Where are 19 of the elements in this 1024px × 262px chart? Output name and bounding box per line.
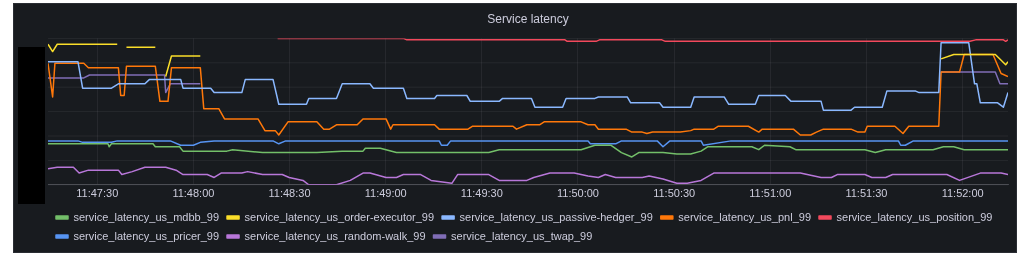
x-tick-label: 11:50:00 — [556, 187, 599, 200]
legend-label: service_latency_us_pricer_99 — [73, 229, 220, 242]
legend-label: service_latency_us_position_99 — [836, 210, 993, 223]
x-tick-label: 11:48:00 — [172, 187, 215, 200]
legend-label: service_latency_us_mdbb_99 — [73, 210, 220, 223]
x-tick-label: 11:49:00 — [364, 187, 407, 200]
x-tick-label: 11:52:00 — [941, 187, 984, 200]
x-tick-label: 11:48:30 — [268, 187, 311, 200]
legend-label: service_latency_us_passive-hedger_99 — [459, 210, 653, 223]
legend-label: service_latency_us_twap_99 — [451, 229, 593, 242]
x-tick-label: 11:51:30 — [845, 187, 888, 200]
x-tick-label: 11:51:00 — [749, 187, 792, 200]
x-tick-label: 11:47:30 — [76, 187, 119, 200]
legend-label: service_latency_us_order-executor_99 — [244, 210, 435, 223]
legend-label: service_latency_us_pnl_99 — [678, 210, 812, 223]
legend-label: service_latency_us_random-walk_99 — [244, 229, 426, 242]
x-tick-label: 11:50:30 — [653, 187, 696, 200]
x-tick-label: 11:49:30 — [460, 187, 503, 200]
chart-title: Service latency — [487, 11, 569, 26]
